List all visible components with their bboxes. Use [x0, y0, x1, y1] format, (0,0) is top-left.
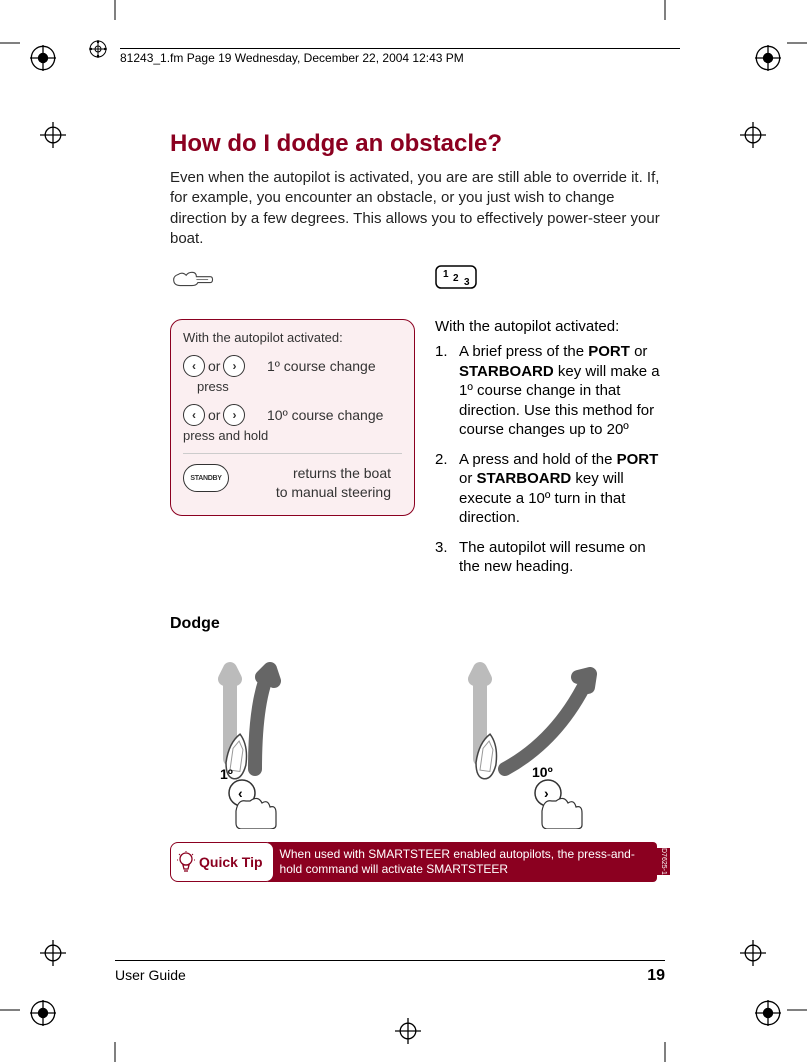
- svg-text:3: 3: [464, 277, 470, 288]
- doc-id: D7625-1: [657, 848, 670, 875]
- steps-lead: With the autopilot activated:: [435, 317, 660, 337]
- row-10deg-label: 10º course change: [267, 407, 383, 423]
- label-1deg: 1º: [220, 766, 233, 782]
- registration-mark: [740, 940, 766, 966]
- right-column: 1 2 3 With the autopilot activated: 1. A…: [435, 265, 660, 587]
- svg-text:1: 1: [443, 269, 449, 280]
- svg-text:‹: ‹: [238, 785, 243, 801]
- label-10deg: 10º: [532, 764, 553, 780]
- footer: User Guide 19: [115, 960, 665, 985]
- starboard-button-icon: ›: [223, 404, 245, 426]
- quick-tip-label: Quick Tip: [199, 854, 263, 870]
- starboard-button-icon: ›: [223, 355, 245, 377]
- port-button-icon: ‹: [183, 404, 205, 426]
- intro-paragraph: Even when the autopilot is activated, yo…: [170, 168, 670, 249]
- svg-text:2: 2: [453, 273, 459, 284]
- row-1deg-label: 1º course change: [267, 358, 376, 374]
- row-10deg: ‹ or › 10º course change: [183, 404, 402, 426]
- registration-mark: [740, 122, 766, 148]
- port-button-icon: ‹: [183, 355, 205, 377]
- step-3: 3. The autopilot will resume on the new …: [435, 538, 660, 577]
- two-column-layout: With the autopilot activated: ‹ or › 1º …: [170, 265, 670, 587]
- registration-mark: [40, 122, 66, 148]
- info-box-header: With the autopilot activated:: [183, 330, 402, 345]
- registration-mark: [395, 1018, 421, 1044]
- registration-mark: [30, 45, 56, 71]
- or-text: or: [208, 407, 220, 423]
- quick-tip-text: When used with SMARTSTEER enabled autopi…: [268, 842, 657, 882]
- standby-row: STANDBY returns the boat to manual steer…: [183, 464, 402, 500]
- registration-mark: [755, 45, 781, 71]
- controls-info-box: With the autopilot activated: ‹ or › 1º …: [170, 319, 415, 515]
- standby-text: returns the boat to manual steering: [241, 464, 391, 500]
- pointing-hand-icon: [170, 265, 214, 294]
- svg-text:›: ›: [544, 785, 549, 801]
- dodge-heading: Dodge: [170, 615, 670, 633]
- header-text: 81243_1.fm Page 19 Wednesday, December 2…: [120, 51, 464, 65]
- step-1: 1. A brief press of the PORT or STARBOAR…: [435, 342, 660, 440]
- row-1deg-sublabel: press: [197, 379, 402, 394]
- quick-tip-bar: Quick Tip When used with SMARTSTEER enab…: [170, 842, 670, 882]
- page-title: How do I dodge an obstacle?: [170, 130, 670, 158]
- steps-123-icon: 1 2 3: [435, 265, 477, 293]
- row-1deg: ‹ or › 1º course change: [183, 355, 402, 377]
- divider: [183, 453, 402, 454]
- step-2: 2. A press and hold of the PORT or STARB…: [435, 450, 660, 528]
- dodge-diagram: 1º ‹ 10º ›: [170, 639, 670, 829]
- registration-mark: [40, 940, 66, 966]
- left-column: With the autopilot activated: ‹ or › 1º …: [170, 265, 415, 587]
- registration-mark: [755, 1000, 781, 1026]
- standby-button-icon: STANDBY: [183, 464, 229, 492]
- footer-left: User Guide: [115, 967, 186, 985]
- row-10deg-sublabel: press and hold: [183, 428, 402, 443]
- page-number: 19: [647, 967, 665, 985]
- steps-list: 1. A brief press of the PORT or STARBOAR…: [435, 342, 660, 577]
- lightbulb-icon: [177, 851, 195, 873]
- quick-tip-badge: Quick Tip: [170, 842, 274, 882]
- header-line: 81243_1.fm Page 19 Wednesday, December 2…: [120, 48, 680, 65]
- or-text: or: [208, 358, 220, 374]
- registration-mark: [30, 1000, 56, 1026]
- page-content: How do I dodge an obstacle? Even when th…: [170, 130, 670, 882]
